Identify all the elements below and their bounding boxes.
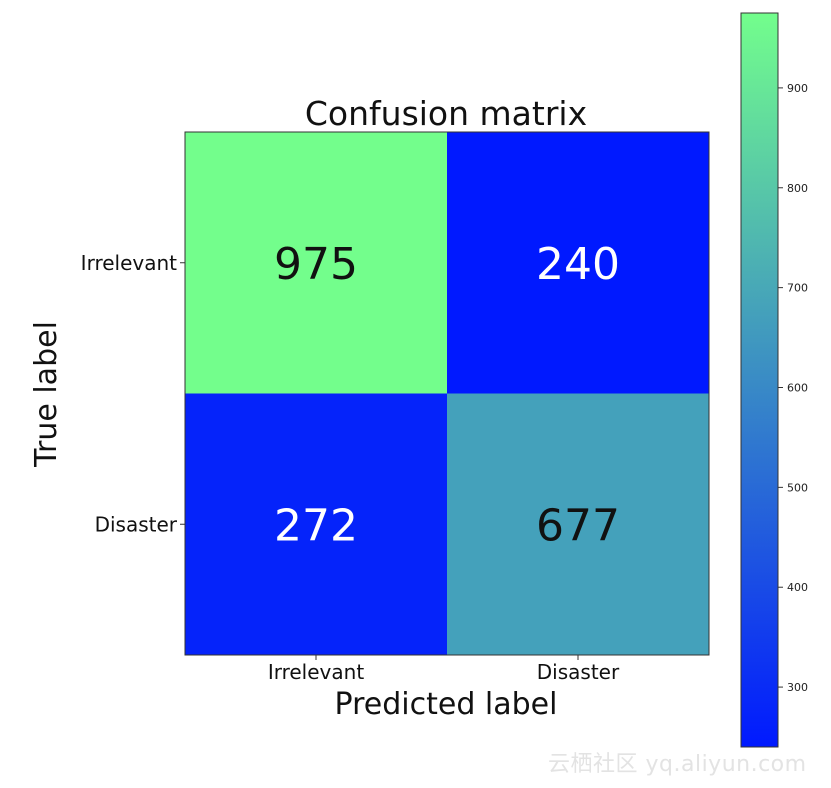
x-axis-ticks: Irrelevant Disaster [268, 655, 620, 684]
y-axis-ticks: Irrelevant Disaster [81, 251, 185, 536]
matrix-cells [185, 132, 709, 655]
colorbar-tick-label: 400 [787, 581, 808, 594]
colorbar-ticks: 300 400 500 600 700 800 900 [778, 82, 808, 694]
matrix-frame [184, 131, 710, 656]
colorbar-tick-label: 900 [787, 82, 808, 95]
y-tick-label: Irrelevant [81, 251, 177, 275]
colorbar-tick-label: 600 [787, 381, 808, 394]
cell-value-label: 240 [536, 239, 620, 290]
chart-title: Confusion matrix [305, 94, 587, 133]
matrix-cell [185, 132, 447, 394]
y-tick-label: Disaster [95, 512, 178, 536]
cell-value-label: 272 [274, 500, 358, 551]
watermark: 云栖社区 yq.aliyun.com [548, 752, 807, 777]
x-tick-label: Disaster [537, 660, 620, 684]
colorbar-tick-label: 300 [787, 681, 808, 694]
x-tick-label: Irrelevant [268, 660, 364, 684]
y-axis-label: True label [29, 321, 64, 468]
matrix-cell [185, 393, 447, 655]
matrix-cell [447, 393, 709, 655]
colorbar-tick-label: 700 [787, 282, 808, 295]
x-axis-label: Predicted label [335, 687, 558, 722]
matrix-cell-values: 975 240 272 677 [274, 239, 620, 552]
colorbar [740, 12, 779, 748]
colorbar-tick-label: 800 [787, 182, 808, 195]
cell-value-label: 677 [536, 500, 620, 551]
cell-value-label: 975 [274, 239, 358, 290]
colorbar-tick-label: 500 [787, 481, 808, 494]
matrix-cell [447, 132, 709, 394]
